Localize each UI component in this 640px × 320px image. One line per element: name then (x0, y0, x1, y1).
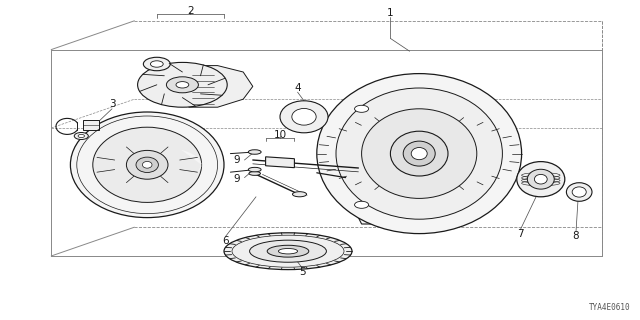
Ellipse shape (336, 88, 502, 219)
Ellipse shape (362, 109, 477, 198)
Text: 6: 6 (222, 236, 228, 246)
Ellipse shape (150, 61, 163, 67)
Ellipse shape (127, 150, 168, 179)
Text: 1: 1 (387, 8, 394, 18)
Text: TYA4E0610: TYA4E0610 (589, 303, 630, 312)
Ellipse shape (403, 141, 435, 166)
Ellipse shape (224, 233, 352, 269)
Ellipse shape (70, 112, 224, 218)
Ellipse shape (268, 245, 309, 257)
Ellipse shape (292, 192, 307, 197)
Ellipse shape (355, 201, 369, 208)
Ellipse shape (390, 131, 448, 176)
Ellipse shape (566, 183, 592, 201)
Ellipse shape (143, 162, 152, 168)
Ellipse shape (250, 240, 326, 262)
Ellipse shape (412, 148, 428, 160)
Ellipse shape (138, 62, 227, 107)
Ellipse shape (317, 74, 522, 234)
Text: 4: 4 (294, 83, 301, 93)
Ellipse shape (74, 132, 88, 140)
Polygon shape (181, 150, 202, 172)
Ellipse shape (249, 172, 260, 175)
Ellipse shape (176, 82, 189, 88)
Polygon shape (266, 157, 294, 168)
Ellipse shape (248, 167, 261, 172)
Polygon shape (189, 66, 253, 107)
Ellipse shape (136, 157, 159, 172)
Ellipse shape (93, 127, 202, 203)
Polygon shape (83, 120, 99, 130)
Text: 7: 7 (517, 228, 524, 239)
Text: 5: 5 (299, 267, 305, 277)
Ellipse shape (517, 162, 564, 197)
Ellipse shape (572, 187, 586, 197)
Text: 9: 9 (234, 155, 240, 165)
Ellipse shape (280, 101, 328, 133)
Ellipse shape (143, 57, 170, 71)
Ellipse shape (166, 77, 198, 93)
Text: 8: 8 (573, 231, 579, 241)
Ellipse shape (527, 169, 554, 189)
Ellipse shape (534, 174, 547, 184)
Text: 10: 10 (274, 130, 287, 140)
Ellipse shape (292, 108, 316, 125)
Text: 9: 9 (234, 174, 240, 184)
Text: 3: 3 (109, 99, 115, 109)
Polygon shape (349, 83, 381, 224)
Ellipse shape (78, 134, 84, 138)
Text: 2: 2 (187, 6, 193, 16)
Ellipse shape (248, 150, 261, 154)
Ellipse shape (278, 249, 298, 254)
Ellipse shape (355, 105, 369, 112)
